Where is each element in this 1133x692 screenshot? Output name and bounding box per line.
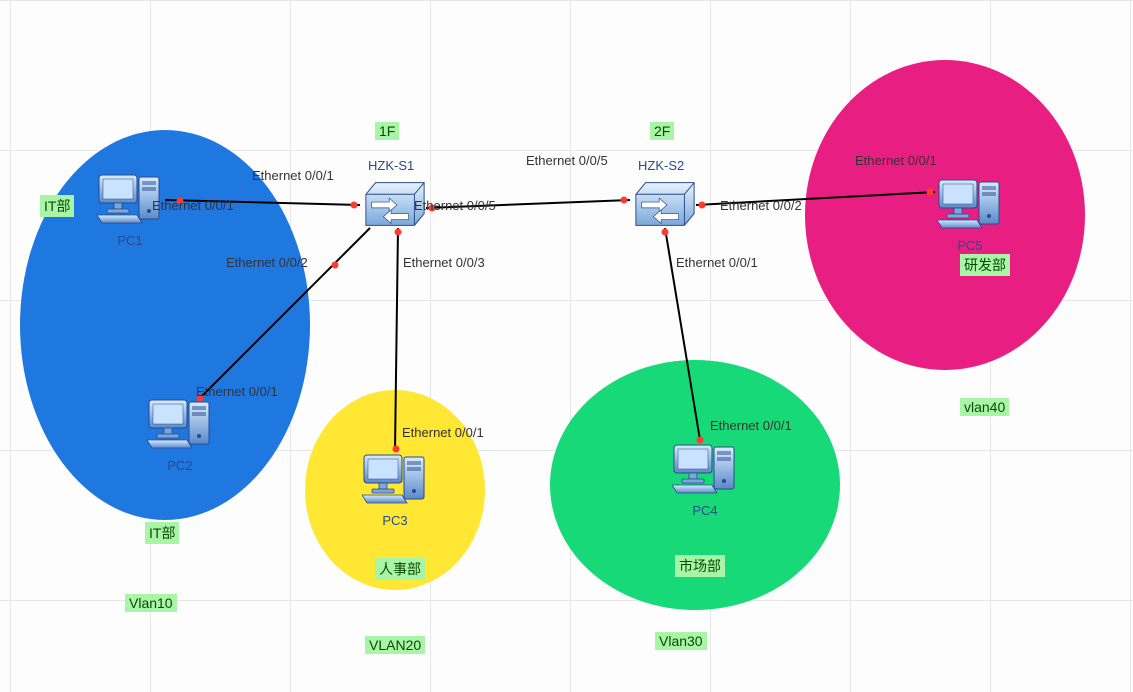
device-label: PC2: [145, 458, 215, 473]
zone-tag: IT部: [145, 522, 179, 544]
device-label: PC1: [95, 233, 165, 248]
switch-title-s1: HZK-S1: [368, 158, 414, 173]
pc-icon: [937, 175, 1003, 231]
pc-icon: [672, 440, 738, 496]
switch-title-s2: HZK-S2: [638, 158, 684, 173]
interface-label: Ethernet 0/0/1: [402, 425, 484, 440]
zone-tag: 市场部: [675, 555, 725, 577]
zone-tag: Vlan30: [655, 632, 707, 650]
device-s2[interactable]: HZK-S2: [630, 180, 700, 233]
port-endpoint: [332, 262, 339, 269]
zone-tag: Vlan10: [125, 594, 177, 612]
interface-label: Ethernet 0/0/1: [676, 255, 758, 270]
zone-tag: IT部: [40, 195, 74, 217]
port-endpoint: [662, 229, 669, 236]
device-pc5[interactable]: PC5: [935, 175, 1005, 253]
port-endpoint: [393, 446, 400, 453]
device-label: PC4: [670, 503, 740, 518]
port-endpoint: [351, 202, 358, 209]
device-label: PC5: [935, 238, 1005, 253]
zone-tag: 人事部: [375, 558, 425, 580]
port-endpoint: [395, 229, 402, 236]
device-label: PC3: [360, 513, 430, 528]
interface-label: Ethernet 0/0/1: [196, 384, 278, 399]
port-endpoint: [697, 437, 704, 444]
port-endpoint: [621, 197, 628, 204]
zone-tag: vlan40: [960, 398, 1009, 416]
device-pc4[interactable]: PC4: [670, 440, 740, 518]
zone-tag: 研发部: [960, 254, 1010, 276]
interface-label: Ethernet 0/0/5: [414, 198, 496, 213]
device-pc2[interactable]: PC2: [145, 395, 215, 473]
device-pc3[interactable]: PC3: [360, 450, 430, 528]
interface-label: Ethernet 0/0/1: [252, 168, 334, 183]
zone-tag: VLAN20: [365, 636, 425, 654]
zone-tag: 1F: [375, 122, 399, 140]
interface-label: Ethernet 0/0/5: [526, 153, 608, 168]
zone-tag: 2F: [650, 122, 674, 140]
interface-label: Ethernet 0/0/1: [152, 198, 234, 213]
switch-icon: [632, 180, 698, 228]
interface-label: Ethernet 0/0/1: [855, 153, 937, 168]
interface-label: Ethernet 0/0/1: [710, 418, 792, 433]
interface-label: Ethernet 0/0/2: [226, 255, 308, 270]
port-endpoint: [927, 189, 934, 196]
pc-icon: [147, 395, 213, 451]
interface-label: Ethernet 0/0/3: [403, 255, 485, 270]
interface-label: Ethernet 0/0/2: [720, 198, 802, 213]
port-endpoint: [699, 202, 706, 209]
pc-icon: [362, 450, 428, 506]
